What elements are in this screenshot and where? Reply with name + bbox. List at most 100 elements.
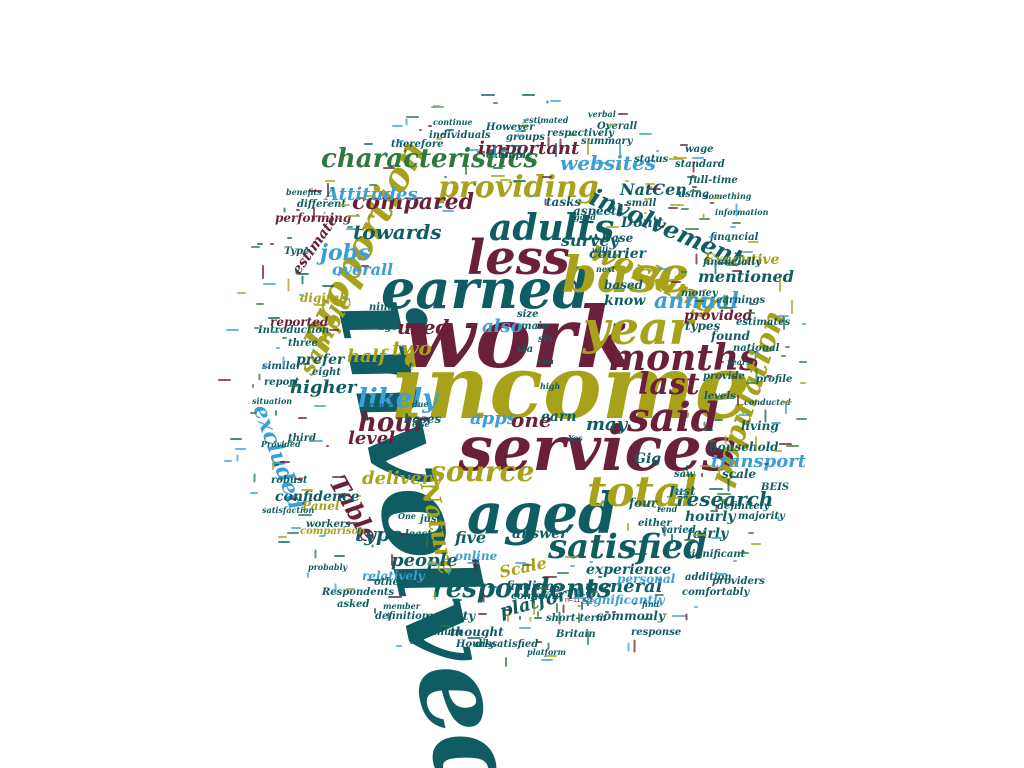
word-provide: provide xyxy=(703,371,745,382)
filler-mark xyxy=(346,588,355,590)
word-five: five xyxy=(455,528,487,547)
filler-mark xyxy=(799,361,807,363)
filler-mark xyxy=(301,275,304,285)
word-answer: answer xyxy=(512,526,568,542)
word-saw: saw xyxy=(674,469,695,480)
filler-mark xyxy=(541,659,553,661)
word-comparison: comparison xyxy=(300,526,366,537)
filler-mark xyxy=(581,602,583,610)
filler-mark xyxy=(396,645,402,647)
word-earned: earned xyxy=(381,257,591,321)
word-can: can xyxy=(538,356,554,366)
filler-mark xyxy=(488,586,497,588)
filler-mark xyxy=(791,300,793,314)
filler-mark xyxy=(291,527,301,529)
filler-mark xyxy=(755,436,757,450)
filler-mark xyxy=(271,331,279,333)
word-estimates: estimates xyxy=(736,317,791,328)
filler-mark xyxy=(477,151,485,153)
filler-mark xyxy=(297,273,309,275)
word-individuals: individuals xyxy=(429,130,491,141)
filler-mark xyxy=(699,218,710,220)
word-courier: courier xyxy=(589,246,647,262)
word-small: small xyxy=(626,198,657,209)
filler-mark xyxy=(529,616,532,622)
filler-mark xyxy=(598,133,601,135)
filler-mark xyxy=(474,558,477,572)
word-pay: pay xyxy=(392,439,412,450)
filler-mark xyxy=(493,167,503,169)
filler-mark xyxy=(645,183,655,185)
filler-mark xyxy=(406,533,409,539)
filler-mark xyxy=(323,211,326,215)
filler-mark xyxy=(278,541,290,543)
filler-mark xyxy=(515,130,524,132)
word-tend: tend xyxy=(657,504,678,514)
filler-mark xyxy=(338,217,341,221)
filler-mark xyxy=(786,445,799,447)
filler-mark xyxy=(278,536,287,538)
filler-mark xyxy=(649,188,661,190)
filler-mark xyxy=(578,613,580,623)
filler-mark xyxy=(252,384,254,388)
word-dissatisfied: dissatisfied xyxy=(475,639,539,650)
word-greater: greater xyxy=(363,400,397,410)
filler-mark xyxy=(740,552,749,554)
filler-mark xyxy=(733,376,737,378)
filler-mark xyxy=(520,607,523,609)
word-something: something xyxy=(704,191,752,201)
filler-mark xyxy=(781,401,792,403)
word-overall: overall xyxy=(332,260,394,279)
word-one: one xyxy=(511,408,552,432)
word-addition: addition xyxy=(685,572,732,583)
word-provided-cap: Provided xyxy=(261,439,301,449)
filler-mark xyxy=(298,417,307,419)
filler-mark xyxy=(618,113,628,115)
filler-mark xyxy=(562,604,565,614)
filler-mark xyxy=(641,618,652,620)
filler-mark xyxy=(339,204,350,206)
word-asked: asked xyxy=(337,599,370,610)
filler-mark xyxy=(764,409,767,423)
filler-mark xyxy=(730,476,738,478)
filler-mark xyxy=(592,162,606,164)
filler-mark xyxy=(437,548,440,550)
filler-mark xyxy=(282,337,287,339)
filler-mark xyxy=(522,94,535,96)
word-summary: summary xyxy=(581,136,633,147)
word-panel: Panel xyxy=(302,499,340,513)
filler-mark xyxy=(686,465,688,471)
filler-mark xyxy=(763,350,768,352)
filler-mark xyxy=(555,143,557,157)
word-robust: robust xyxy=(271,475,308,486)
filler-mark xyxy=(515,135,524,137)
filler-mark xyxy=(714,261,717,275)
filler-mark xyxy=(545,655,557,657)
word-confidence: confidence xyxy=(275,489,360,505)
word-six: six xyxy=(538,334,554,345)
word-type: type xyxy=(355,522,403,546)
word-member: member xyxy=(383,601,420,611)
filler-mark xyxy=(236,454,239,462)
word-benefits: benefits xyxy=(286,187,322,197)
word-information: information xyxy=(715,207,769,217)
filler-mark xyxy=(766,375,772,377)
word-dont: Don't xyxy=(621,215,664,231)
filler-mark xyxy=(695,253,698,265)
word-next: next xyxy=(596,264,616,274)
word-varied: varied xyxy=(661,525,696,536)
filler-mark xyxy=(522,564,532,566)
word-satisfaction: satisfaction xyxy=(262,505,315,515)
filler-mark xyxy=(361,265,369,267)
word-find: find xyxy=(642,599,660,609)
filler-mark xyxy=(419,129,422,131)
word-ten: ten xyxy=(396,497,415,508)
word-digital: digital xyxy=(300,291,344,305)
word-national: national xyxy=(733,343,780,354)
filler-mark xyxy=(732,270,742,272)
filler-mark xyxy=(364,143,373,145)
filler-mark xyxy=(680,144,688,146)
filler-mark xyxy=(442,210,454,212)
filler-mark xyxy=(327,183,329,197)
